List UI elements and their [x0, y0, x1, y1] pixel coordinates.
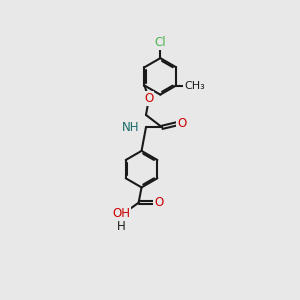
- Text: O: O: [144, 92, 154, 105]
- Text: Cl: Cl: [154, 36, 166, 49]
- Text: OH: OH: [112, 206, 130, 220]
- Text: CH₃: CH₃: [184, 80, 205, 91]
- Text: O: O: [177, 117, 186, 130]
- Text: H: H: [117, 220, 125, 233]
- Text: NH: NH: [122, 121, 140, 134]
- Text: O: O: [154, 196, 163, 209]
